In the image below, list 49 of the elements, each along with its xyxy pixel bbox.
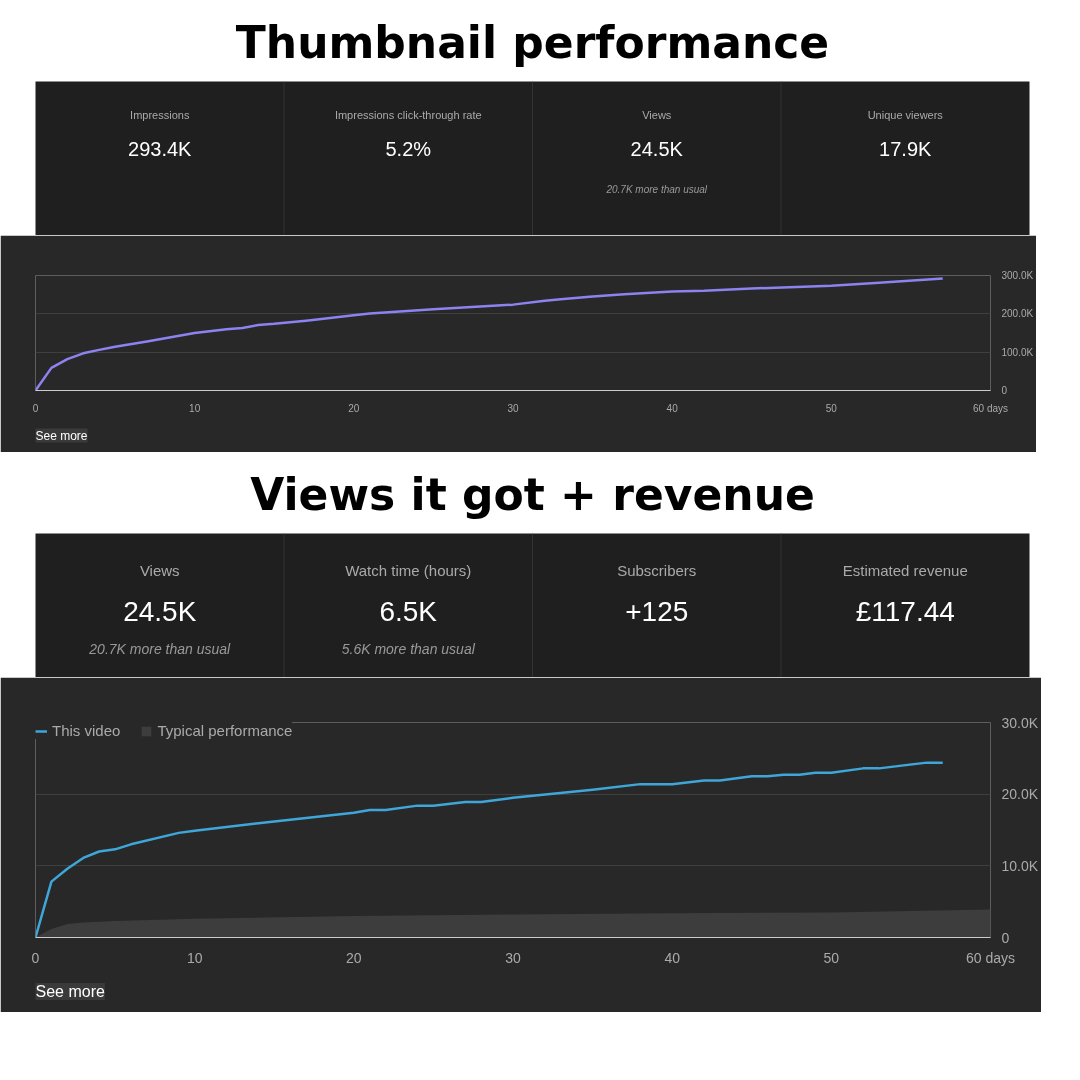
text: 17.9K — [879, 138, 932, 161]
x-tick-label: 30 — [505, 949, 521, 966]
category-label: Views — [139, 562, 180, 580]
text: 24.5K — [123, 595, 197, 627]
text: 20.7K more than usual — [89, 640, 231, 657]
text: 20.7K more than usual — [606, 183, 708, 195]
text: 24.5K — [630, 138, 683, 161]
x-tick-label: 60 days — [965, 949, 1016, 966]
y-tick-label: 100.0K — [1001, 346, 1034, 358]
line-series — [35, 277, 944, 391]
text: Views it got + revenue — [250, 468, 815, 520]
y-tick-label: 200.0K — [1001, 308, 1034, 320]
text: Thumbnail performance — [235, 16, 830, 68]
x-tick-label: 40 — [664, 949, 681, 966]
x-tick-label: 50 — [825, 402, 838, 414]
x-tick-label: 30 — [507, 402, 519, 414]
x-tick-label: 40 — [666, 402, 679, 414]
legend-label: This video — [52, 722, 121, 739]
x-tick-label: 0 — [32, 402, 39, 414]
y-tick-label: 10.0K — [1001, 857, 1039, 874]
x-tick-label: 20 — [346, 949, 362, 966]
category-label: Impressions — [130, 109, 190, 122]
text: 293.4K — [128, 138, 192, 161]
category-label: Impressions click-through rate — [334, 109, 482, 122]
category-label: Unique viewers — [867, 109, 944, 122]
y-tick-label: 300.0K — [1001, 270, 1034, 281]
text: 5.2% — [385, 138, 432, 161]
x-tick-label: 20 — [348, 402, 360, 414]
text: See more — [35, 428, 88, 443]
text: £117.44 — [855, 595, 955, 627]
y-tick-label: 0 — [1001, 929, 1010, 946]
text: See more — [35, 983, 105, 1000]
x-tick-label: 0 — [31, 949, 40, 966]
text: 5.6K more than usual — [341, 640, 475, 657]
text: 6.5K — [379, 595, 438, 627]
category-label: Estimated revenue — [842, 562, 968, 580]
y-tick-label: 30.0K — [1001, 714, 1039, 731]
text: +125 — [625, 595, 689, 627]
legend-label: Typical performance — [157, 722, 293, 739]
x-tick-label: 10 — [186, 949, 203, 966]
category-label: Watch time (hours) — [345, 562, 472, 580]
x-tick-label: 50 — [823, 949, 840, 966]
line-series — [35, 761, 944, 938]
y-tick-label: 20.0K — [1001, 786, 1039, 803]
x-tick-label: 10 — [189, 402, 201, 414]
category-label: Subscribers — [617, 562, 697, 580]
category-label: Views — [642, 109, 672, 122]
x-tick-label: 60 days — [972, 402, 1009, 414]
y-tick-label: 0 — [1001, 385, 1008, 396]
